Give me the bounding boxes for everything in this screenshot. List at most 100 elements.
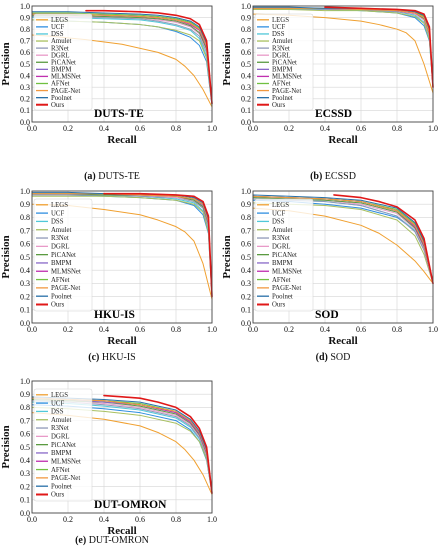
legend: LEGSUCFDSSAmuletR3NetDGRLPiCANetBMPMMLMS…	[33, 13, 93, 111]
chart-hku-is: 0.0 0.1 0.2 0.3 0.4 0.5 0.6 0.7 0.8 0.9 1.0 0.0 0.2 0…	[0, 187, 217, 363]
y-tick-label: 1.0	[20, 377, 30, 386]
y-tick-label: 0.9	[20, 200, 30, 209]
chart-duts-te: 0.0 0.1 0.2 0.3 0.4 0.5 0.6 0.7 0.8 0.9 1.0 0.0 0.2 0…	[0, 2, 217, 182]
legend-label-picanet: PiCANet	[272, 252, 297, 259]
chart-ecssd: 0.0 0.1 0.2 0.3 0.4 0.5 0.6 0.7 0.8 0.9 1.0 0.0 0.2 0…	[221, 2, 438, 182]
x-tick-label: 0.6	[356, 124, 366, 133]
y-tick-label: 0.7	[20, 226, 30, 235]
legend-label-afnet: AFNet	[272, 277, 291, 284]
legend-label-afnet: AFNet	[51, 467, 70, 474]
y-tick-label: 0.5	[241, 253, 251, 262]
x-tick-label: 0.2	[63, 124, 73, 133]
y-tick-label: 1.0	[241, 2, 251, 11]
legend-label-page-net: PAGE-Net	[272, 285, 301, 292]
legend-label-bmpm: BMPM	[51, 260, 71, 267]
legend-label-poolnet: Poolnet	[51, 95, 72, 102]
legend-label-amulet: Amulet	[51, 417, 71, 424]
y-tick-label: 0.0	[20, 319, 30, 328]
legend-label-page-net: PAGE-Net	[272, 88, 301, 95]
legend-label-r3net: R3Net	[51, 45, 69, 52]
x-tick-label: 0.8	[171, 124, 181, 133]
y-tick-label: 0.2	[20, 482, 30, 491]
legend-label-legs: LEGS	[51, 17, 68, 24]
legend-label-legs: LEGS	[51, 392, 68, 399]
x-tick-label: 0.2	[284, 124, 294, 133]
y-tick-label: 0.0	[241, 319, 251, 328]
x-axis-title: Recall	[107, 335, 136, 347]
legend-label-picanet: PiCANet	[51, 442, 76, 449]
y-tick-label: 0.2	[241, 292, 251, 301]
legend-label-dss: DSS	[272, 31, 285, 38]
legend-label-poolnet: Poolnet	[51, 483, 72, 490]
legend-label-r3net: R3Net	[51, 425, 69, 432]
legend-label-ucf: UCF	[272, 210, 285, 217]
legend-label-poolnet: Poolnet	[51, 293, 72, 300]
panel-caption: (a) DUTS-TE	[84, 171, 140, 182]
y-tick-label: 0.4	[241, 266, 251, 275]
x-tick-label: 0.8	[392, 124, 402, 133]
legend-label-poolnet: Poolnet	[272, 95, 293, 102]
legend-label-bmpm: BMPM	[272, 260, 292, 267]
y-tick-label: 0.6	[20, 430, 30, 439]
caption-text: DUT-OMRON	[89, 535, 149, 546]
caption-text: SOD	[330, 352, 350, 363]
x-tick-label: 1.0	[428, 325, 438, 334]
legend-box	[254, 198, 314, 312]
legend-label-mlmsnet: MLMSNet	[51, 268, 81, 275]
legend: LEGSUCFDSSAmuletR3NetDGRLPiCANetBMPMMLMS…	[33, 388, 93, 502]
legend-label-mlmsnet: MLMSNet	[51, 458, 81, 465]
legend: LEGSUCFDSSAmuletR3NetDGRLPiCANetBMPMMLMS…	[254, 198, 314, 312]
legend-label-dgrl: DGRL	[51, 244, 70, 251]
legend-label-bmpm: BMPM	[272, 67, 292, 74]
legend-label-bmpm: BMPM	[51, 450, 71, 457]
series-line-page-net	[252, 195, 434, 284]
x-tick-label: 0.4	[320, 124, 330, 133]
x-tick-label: 0.4	[99, 325, 109, 334]
legend-label-ours: Ours	[51, 492, 65, 499]
y-tick-label: 0.5	[241, 60, 251, 69]
series-line-ours	[103, 394, 213, 494]
x-tick-label: 0.2	[63, 515, 73, 524]
x-tick-label: 0.2	[284, 325, 294, 334]
y-tick-label: 0.5	[20, 60, 30, 69]
plot-frame	[252, 190, 434, 324]
y-tick-label: 0.4	[20, 266, 30, 275]
y-tick-label: 0.1	[241, 306, 251, 315]
plot-frame	[31, 380, 213, 514]
legend-label-dgrl: DGRL	[51, 434, 70, 441]
x-tick-label: 0.6	[135, 124, 145, 133]
legend-label-afnet: AFNet	[272, 81, 291, 88]
panel-caption: (d) SOD	[316, 352, 351, 363]
y-tick-label: 0.8	[241, 25, 251, 34]
dataset-label: ECSSD	[315, 108, 352, 120]
y-tick-label: 0.8	[20, 403, 30, 412]
series-line-amulet	[31, 195, 213, 298]
series-line-page-net	[252, 7, 434, 88]
x-tick-label: 1.0	[428, 124, 438, 133]
legend-label-dss: DSS	[51, 31, 64, 38]
x-tick-label: 0.4	[99, 515, 109, 524]
x-tick-label: 1.0	[207, 124, 217, 133]
y-axis-title: Precision	[221, 42, 233, 85]
y-tick-label: 0.9	[20, 390, 30, 399]
y-tick-label: 0.9	[20, 13, 30, 22]
legend-label-picanet: PiCANet	[51, 59, 76, 66]
series-line-ours	[85, 9, 213, 105]
y-axis-title: Precision	[0, 235, 12, 278]
x-axis-title: Recall	[107, 134, 136, 146]
legend-label-dgrl: DGRL	[272, 244, 291, 251]
legend-label-dss: DSS	[272, 219, 285, 226]
plot-frame	[31, 190, 213, 324]
x-tick-label: 0.0	[27, 124, 37, 133]
x-tick-label: 0.6	[356, 325, 366, 334]
x-tick-label: 0.6	[135, 325, 145, 334]
legend-label-bmpm: BMPM	[51, 67, 71, 74]
x-tick-label: 0.8	[171, 325, 181, 334]
legend-label-dss: DSS	[51, 409, 64, 416]
y-tick-label: 0.1	[20, 106, 30, 115]
caption-text: ECSSD	[325, 171, 356, 182]
y-tick-label: 1.0	[241, 187, 251, 196]
y-tick-label: 0.3	[241, 279, 251, 288]
chart-sod: 0.0 0.1 0.2 0.3 0.4 0.5 0.6 0.7 0.8 0.9 1.0 0.0 0.2 0…	[221, 187, 438, 363]
y-tick-label: 0.7	[20, 416, 30, 425]
